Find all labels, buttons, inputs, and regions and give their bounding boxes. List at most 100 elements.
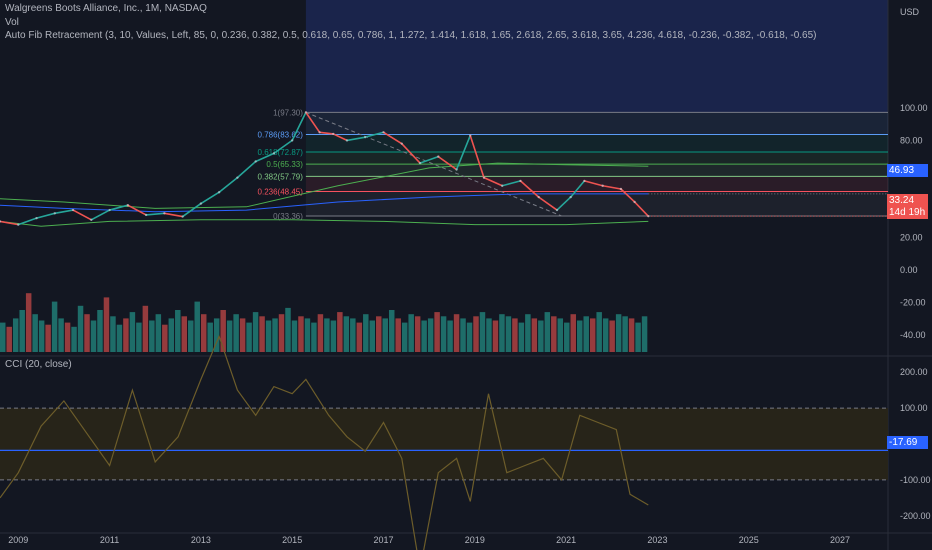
volume-bar bbox=[246, 322, 252, 352]
price-line-segment bbox=[620, 188, 636, 203]
y-axis-tick-label: -40.00 bbox=[900, 330, 926, 340]
x-axis-tick-label: 2017 bbox=[373, 535, 393, 545]
price-point bbox=[332, 132, 335, 136]
volume-bar bbox=[155, 314, 162, 352]
price-line-segment bbox=[35, 212, 56, 219]
price-point bbox=[272, 152, 276, 155]
volume-bar bbox=[505, 316, 512, 352]
volume-bar bbox=[188, 320, 194, 352]
price-line-segment bbox=[519, 180, 540, 198]
price-line-segment bbox=[583, 180, 604, 187]
cci-axis-tick-label: -100.00 bbox=[900, 475, 931, 485]
price-point bbox=[418, 161, 422, 165]
volume-bar bbox=[71, 326, 77, 352]
volume-bar bbox=[311, 322, 317, 352]
x-axis-tick-label: 2011 bbox=[100, 535, 119, 545]
volume-bar bbox=[330, 320, 337, 352]
fib-level-label: 0.5(65.33) bbox=[266, 160, 303, 169]
volume-bar bbox=[473, 316, 479, 352]
volume-bar bbox=[278, 314, 285, 352]
volume-bar bbox=[434, 312, 440, 352]
volume-bar bbox=[19, 310, 25, 352]
fib-levels-layer: 1(97.30) 0.786(83.62) 0.618(72.87) 0.5(65.3… bbox=[258, 108, 888, 221]
price-point bbox=[482, 176, 486, 179]
fib-level-label: 0(33.36) bbox=[273, 212, 303, 221]
volume-bar bbox=[499, 314, 505, 352]
price-line-segment bbox=[236, 160, 257, 179]
price-line-segment bbox=[483, 176, 504, 187]
price-point bbox=[345, 139, 349, 142]
volume-bar bbox=[518, 322, 525, 352]
price-line-segment bbox=[318, 131, 335, 135]
y-axis-tick-label: 20.00 bbox=[900, 233, 923, 243]
x-axis-tick-label: 2009 bbox=[8, 535, 28, 545]
volume-bar bbox=[324, 318, 330, 352]
volume-bar bbox=[252, 312, 259, 352]
volume-bar bbox=[90, 320, 97, 352]
price-line-segment bbox=[200, 191, 220, 205]
price-line-segment bbox=[53, 209, 74, 215]
volume-bar bbox=[531, 318, 538, 352]
volume-bar bbox=[64, 322, 71, 352]
price-point bbox=[126, 204, 130, 207]
price-line-segment bbox=[469, 134, 485, 179]
fib-zone bbox=[305, 164, 888, 177]
volume-bar bbox=[369, 320, 376, 352]
volume-bar bbox=[395, 318, 401, 352]
volume-bar bbox=[376, 316, 382, 352]
volume-bar bbox=[615, 314, 622, 352]
volume-bar bbox=[259, 316, 265, 352]
x-axis-tick-label: 2023 bbox=[647, 535, 667, 545]
volume-bar bbox=[97, 310, 103, 352]
price-point bbox=[455, 168, 458, 171]
price-point bbox=[364, 135, 367, 139]
cci-indicator-label: CCI (20, close) bbox=[5, 359, 72, 370]
volume-bar bbox=[337, 312, 343, 352]
price-line-segment bbox=[556, 196, 572, 211]
price-point bbox=[382, 131, 385, 134]
volume-bar bbox=[570, 314, 576, 352]
price-point bbox=[304, 111, 308, 114]
volume-bar bbox=[479, 312, 486, 352]
price-line-segment bbox=[633, 201, 650, 217]
price-line-segment bbox=[90, 209, 111, 221]
price-point bbox=[290, 139, 294, 142]
volume-bar bbox=[317, 314, 324, 352]
volume-bar bbox=[116, 324, 123, 352]
price-point bbox=[53, 212, 56, 215]
price-point bbox=[199, 202, 203, 205]
price-point bbox=[469, 134, 472, 137]
volume-bar bbox=[213, 318, 220, 352]
volume-bar bbox=[460, 318, 466, 352]
price-line-segment bbox=[218, 176, 239, 194]
volume-bar bbox=[492, 320, 499, 352]
volume-bar bbox=[200, 314, 207, 352]
volume-bar bbox=[401, 322, 408, 352]
volume-bar bbox=[129, 312, 136, 352]
volume-bar bbox=[265, 320, 272, 352]
price-line-segment bbox=[72, 209, 93, 221]
x-axis-tick-label: 2025 bbox=[739, 535, 759, 545]
volume-bar bbox=[641, 316, 648, 352]
volume-bar bbox=[6, 326, 12, 352]
volume-bar bbox=[149, 320, 155, 352]
volume-bar bbox=[486, 318, 492, 352]
volume-bar bbox=[350, 318, 356, 352]
projection-band bbox=[305, 0, 888, 113]
volume-bar bbox=[207, 322, 213, 352]
cci-axis-tick-label: -200.00 bbox=[900, 511, 931, 521]
price-point bbox=[254, 160, 257, 163]
volume-bar bbox=[298, 316, 304, 352]
volume-bar bbox=[272, 318, 278, 352]
volume-bar bbox=[564, 322, 570, 352]
y-axis-tick-label: -20.00 bbox=[900, 297, 926, 307]
volume-bar bbox=[453, 314, 460, 352]
price-line-segment bbox=[601, 184, 622, 190]
fib-trend-line bbox=[305, 111, 562, 217]
volume-bar bbox=[25, 293, 32, 352]
fib-level-label: 0.618(72.87) bbox=[258, 148, 304, 157]
volume-bar bbox=[525, 314, 531, 352]
volume-bar bbox=[226, 320, 233, 352]
price-point bbox=[601, 184, 604, 187]
